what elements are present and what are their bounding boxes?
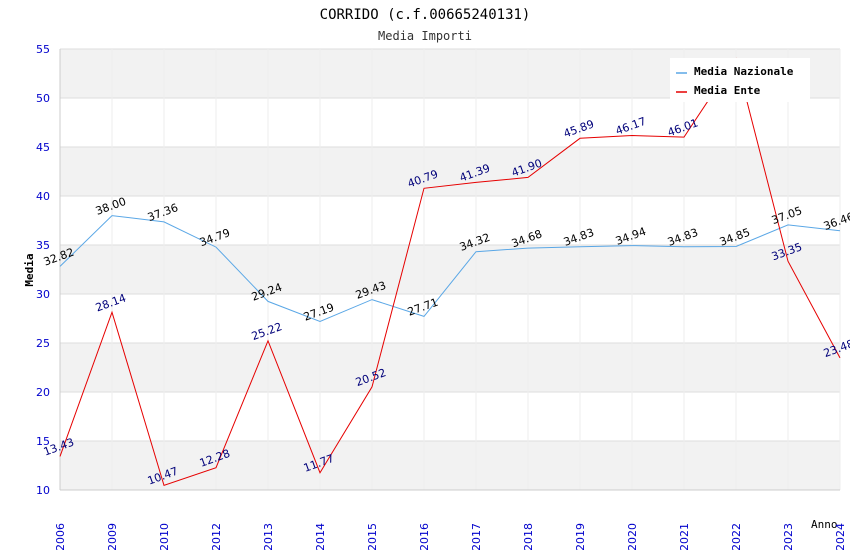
band — [60, 196, 840, 245]
y-tick-label: 35 — [36, 239, 50, 252]
y-tick-label: 55 — [36, 43, 50, 56]
y-tick-label: 20 — [36, 386, 50, 399]
background-bands — [60, 49, 840, 490]
y-tick-label: 25 — [36, 337, 50, 350]
x-tick-labels: 2006 2009 2010 2012 2013 2014 2015 2016 2017 2018… — [54, 523, 847, 550]
band — [60, 441, 840, 490]
legend-box — [670, 58, 810, 102]
y-tick-label: 10 — [36, 484, 50, 497]
y-tick-label: 45 — [36, 141, 50, 154]
x-tick-label: 2021 — [678, 523, 691, 550]
y-tick-label: 40 — [36, 190, 50, 203]
x-tick-label: 2018 — [522, 523, 535, 550]
x-tick-label: 2009 — [106, 523, 119, 550]
x-tick-label: 2023 — [782, 523, 795, 550]
x-tick-label: 2006 — [54, 523, 67, 550]
chart-subtitle: Media Importi — [378, 29, 472, 43]
legend-label-ente: Media Ente — [694, 84, 761, 97]
legend-label-nazionale: Media Nazionale — [694, 65, 794, 78]
band — [60, 343, 840, 392]
gridlines — [59, 48, 841, 491]
x-tick-label: 2013 — [262, 523, 275, 550]
x-tick-label: 2015 — [366, 523, 379, 550]
y-tick-labels: 10 15 20 25 30 35 40 45 50 55 — [36, 43, 50, 497]
x-tick-label: 2019 — [574, 523, 587, 550]
y-tick-label: 50 — [36, 92, 50, 105]
band — [60, 147, 840, 196]
x-tick-label: 2014 — [314, 523, 327, 550]
x-tick-label: 2022 — [730, 523, 743, 550]
y-tick-label: 15 — [36, 435, 50, 448]
legend: Media Nazionale Media Ente — [670, 58, 810, 102]
x-axis-label: Anno — [811, 518, 838, 531]
x-tick-label: 2017 — [470, 523, 483, 550]
y-tick-label: 30 — [36, 288, 50, 301]
chart-title: CORRIDO (c.f.00665240131) — [320, 7, 531, 23]
x-tick-label: 2020 — [626, 523, 639, 550]
band — [60, 98, 840, 147]
x-tick-label: 2024 — [834, 523, 847, 550]
x-tick-label: 2010 — [158, 523, 171, 550]
x-tick-label: 2016 — [418, 523, 431, 550]
band — [60, 294, 840, 343]
band — [60, 392, 840, 441]
series-line-nazionale — [59, 215, 841, 323]
x-tick-label: 2012 — [210, 523, 223, 550]
y-axis-label: Media — [23, 253, 36, 286]
band — [60, 245, 840, 294]
